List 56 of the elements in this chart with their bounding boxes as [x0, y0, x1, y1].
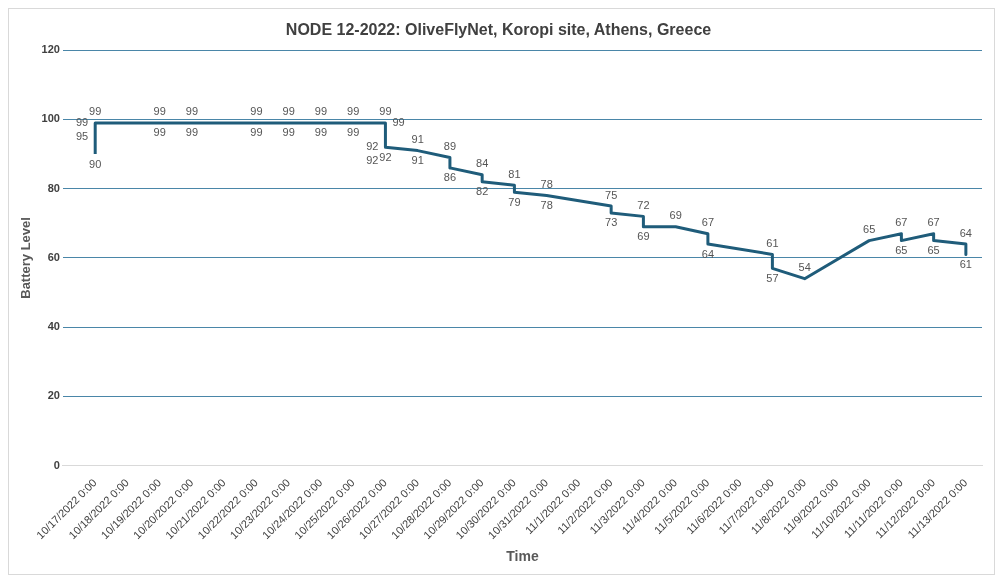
chart-title: NODE 12-2022: OliveFlyNet, Koropi site, Athens, Greece — [285, 21, 712, 39]
data-label: 65 — [895, 244, 908, 257]
data-label: 99 — [314, 126, 328, 139]
x-axis-title: Time — [506, 548, 539, 565]
y-tick-label: 40 — [47, 320, 60, 333]
data-label: 82 — [476, 185, 489, 198]
data-label: 92 — [366, 140, 379, 153]
data-label: 61 — [766, 236, 779, 249]
data-label: 67 — [895, 216, 908, 229]
data-label: 67 — [701, 216, 715, 229]
data-label: 99 — [250, 105, 263, 118]
data-label: 90 — [89, 157, 102, 170]
y-tick-label: 100 — [41, 112, 60, 125]
data-label: 61 — [959, 257, 972, 270]
data-label: 69 — [669, 209, 682, 222]
y-tick-label: 60 — [47, 250, 60, 263]
data-label: 81 — [508, 167, 521, 180]
data-label: 79 — [508, 195, 521, 208]
data-label: 69 — [637, 230, 650, 243]
y-tick-label: 120 — [41, 43, 60, 56]
data-label: 89 — [443, 140, 457, 153]
data-label: 86 — [443, 171, 457, 184]
y-axis-title: Battery Level — [18, 217, 34, 299]
data-label: 92 — [366, 154, 379, 167]
data-label: 95 — [75, 129, 89, 142]
data-label: 99 — [347, 126, 360, 139]
data-label: 78 — [540, 199, 553, 212]
data-label: 73 — [605, 216, 618, 229]
data-label: 75 — [605, 188, 618, 201]
data-label: 67 — [927, 216, 940, 229]
data-label: 78 — [540, 178, 553, 191]
data-label: 99 — [282, 126, 295, 139]
y-tick-label: 20 — [47, 389, 60, 402]
data-label: 99 — [250, 126, 263, 139]
data-label: 99 — [379, 105, 392, 118]
y-tick-label: 80 — [47, 181, 60, 194]
data-label: 64 — [701, 247, 715, 260]
data-label: 57 — [766, 271, 779, 284]
data-label: 91 — [411, 133, 424, 146]
data-label: 99 — [347, 105, 360, 118]
y-tick-label: 0 — [53, 458, 60, 471]
data-label: 64 — [959, 226, 972, 239]
data-label: 99 — [89, 105, 102, 118]
data-label: 65 — [927, 244, 940, 257]
data-label: 72 — [637, 198, 650, 211]
data-label: 99 — [185, 126, 199, 139]
data-label: 65 — [863, 223, 876, 236]
data-label: 99 — [185, 105, 199, 118]
data-label: 92 — [379, 150, 392, 163]
data-label: 99 — [153, 126, 166, 139]
data-label: 99 — [314, 105, 328, 118]
data-label: 99 — [153, 105, 166, 118]
data-label: 84 — [476, 157, 489, 170]
data-label: 99 — [282, 105, 295, 118]
data-label: 91 — [411, 154, 424, 167]
data-label: 54 — [798, 261, 811, 274]
